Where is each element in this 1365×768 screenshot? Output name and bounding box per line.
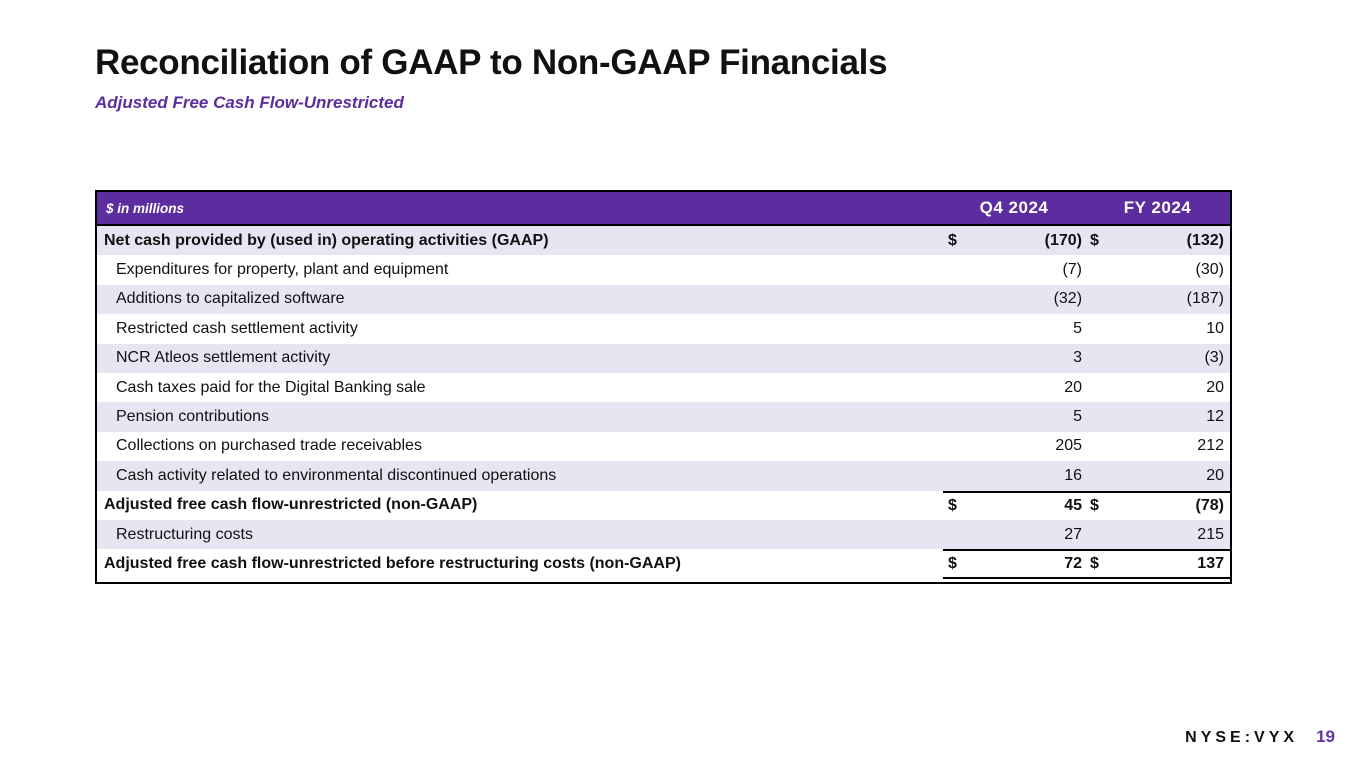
q4-value: (32): [975, 284, 1086, 315]
fy-value: 10: [1119, 314, 1230, 344]
fy-value: 12: [1119, 402, 1230, 432]
table-body: Net cash provided by (used in) operating…: [97, 226, 1230, 582]
q4-dollar-sign: [943, 402, 975, 432]
q4-dollar-sign: [943, 372, 975, 403]
q4-value: 16: [975, 461, 1086, 491]
row-label: Additions to capitalized software: [97, 284, 943, 315]
q4-dollar-sign: [943, 255, 975, 285]
units-label: $ in millions: [97, 192, 943, 226]
table-header-row: $ in millions Q4 2024 FY 2024: [97, 192, 1230, 226]
fy-value: 212: [1119, 431, 1230, 462]
table-row: Expenditures for property, plant and equ…: [97, 255, 1230, 285]
table-row: Adjusted free cash flow-unrestricted bef…: [97, 549, 1230, 579]
column-header-q4-2024: Q4 2024: [943, 192, 1086, 226]
q4-value: 205: [975, 431, 1086, 462]
column-header-fy-2024: FY 2024: [1085, 192, 1230, 226]
q4-value: 72: [975, 549, 1086, 579]
row-label: Adjusted free cash flow-unrestricted bef…: [97, 549, 943, 579]
fy-dollar-sign: [1085, 519, 1120, 550]
table-header: $ in millions Q4 2024 FY 2024: [97, 192, 1230, 226]
slide-subtitle: Adjusted Free Cash Flow-Unrestricted: [95, 93, 404, 113]
table-row: Net cash provided by (used in) operating…: [97, 226, 1230, 256]
row-label: Restricted cash settlement activity: [97, 314, 943, 344]
q4-value: 5: [975, 314, 1086, 344]
table-row: Pension contributions 5 12: [97, 402, 1230, 432]
q4-dollar-sign: [943, 461, 975, 491]
slide-footer: NYSE:VYX 19: [1185, 727, 1335, 747]
fy-dollar-sign: [1085, 402, 1120, 432]
bottom-spacer-cell: [97, 578, 1230, 582]
fy-dollar-sign: $: [1085, 549, 1120, 579]
fy-value: 20: [1119, 461, 1230, 491]
q4-dollar-sign: [943, 284, 975, 315]
row-label: NCR Atleos settlement activity: [97, 343, 943, 373]
fy-value: (132): [1119, 226, 1230, 256]
q4-dollar-sign: $: [943, 490, 975, 520]
q4-value: 3: [975, 343, 1086, 373]
table-row: Cash taxes paid for the Digital Banking …: [97, 372, 1230, 403]
bottom-spacer-row: [97, 578, 1230, 582]
row-label: Pension contributions: [97, 402, 943, 432]
reconciliation-table-container: $ in millions Q4 2024 FY 2024 Net cash p…: [95, 190, 1232, 584]
fy-value: (78): [1119, 490, 1230, 520]
table-row: Restricted cash settlement activity 5 10: [97, 314, 1230, 344]
q4-value: 27: [975, 519, 1086, 550]
fy-dollar-sign: $: [1085, 490, 1120, 520]
fy-dollar-sign: [1085, 372, 1120, 403]
slide-title: Reconciliation of GAAP to Non-GAAP Finan…: [95, 43, 888, 83]
q4-dollar-sign: [943, 314, 975, 344]
fy-value: (187): [1119, 284, 1230, 315]
row-label: Collections on purchased trade receivabl…: [97, 431, 943, 462]
fy-value: (30): [1119, 255, 1230, 285]
row-label: Adjusted free cash flow-unrestricted (no…: [97, 490, 943, 520]
q4-dollar-sign: $: [943, 226, 975, 256]
q4-value: 45: [975, 490, 1086, 520]
table-row: NCR Atleos settlement activity 3 (3): [97, 343, 1230, 373]
q4-dollar-sign: [943, 519, 975, 550]
table-row: Restructuring costs 27 215: [97, 519, 1230, 550]
fy-dollar-sign: [1085, 255, 1120, 285]
fy-dollar-sign: [1085, 314, 1120, 344]
row-label: Restructuring costs: [97, 519, 943, 550]
fy-dollar-sign: [1085, 343, 1120, 373]
q4-dollar-sign: [943, 431, 975, 462]
fy-value: 215: [1119, 519, 1230, 550]
fy-value: (3): [1119, 343, 1230, 373]
row-label: Net cash provided by (used in) operating…: [97, 226, 943, 256]
table-row: Additions to capitalized software (32) (18…: [97, 284, 1230, 315]
fy-dollar-sign: [1085, 431, 1120, 462]
q4-dollar-sign: [943, 343, 975, 373]
q4-value: (7): [975, 255, 1086, 285]
row-label: Expenditures for property, plant and equ…: [97, 255, 943, 285]
fy-dollar-sign: [1085, 284, 1120, 315]
fy-value: 20: [1119, 372, 1230, 403]
q4-value: (170): [975, 226, 1086, 256]
fy-dollar-sign: [1085, 461, 1120, 491]
row-label: Cash taxes paid for the Digital Banking …: [97, 372, 943, 403]
fy-value: 137: [1119, 549, 1230, 579]
fy-dollar-sign: $: [1085, 226, 1120, 256]
row-label: Cash activity related to environmental d…: [97, 461, 943, 491]
table-row: Cash activity related to environmental d…: [97, 461, 1230, 491]
table-row: Collections on purchased trade receivabl…: [97, 431, 1230, 462]
q4-dollar-sign: $: [943, 549, 975, 579]
ticker-label: NYSE:VYX: [1185, 729, 1299, 746]
page-number: 19: [1316, 727, 1335, 746]
reconciliation-table: $ in millions Q4 2024 FY 2024 Net cash p…: [95, 190, 1232, 584]
table-row: Adjusted free cash flow-unrestricted (no…: [97, 490, 1230, 520]
q4-value: 20: [975, 372, 1086, 403]
q4-value: 5: [975, 402, 1086, 432]
